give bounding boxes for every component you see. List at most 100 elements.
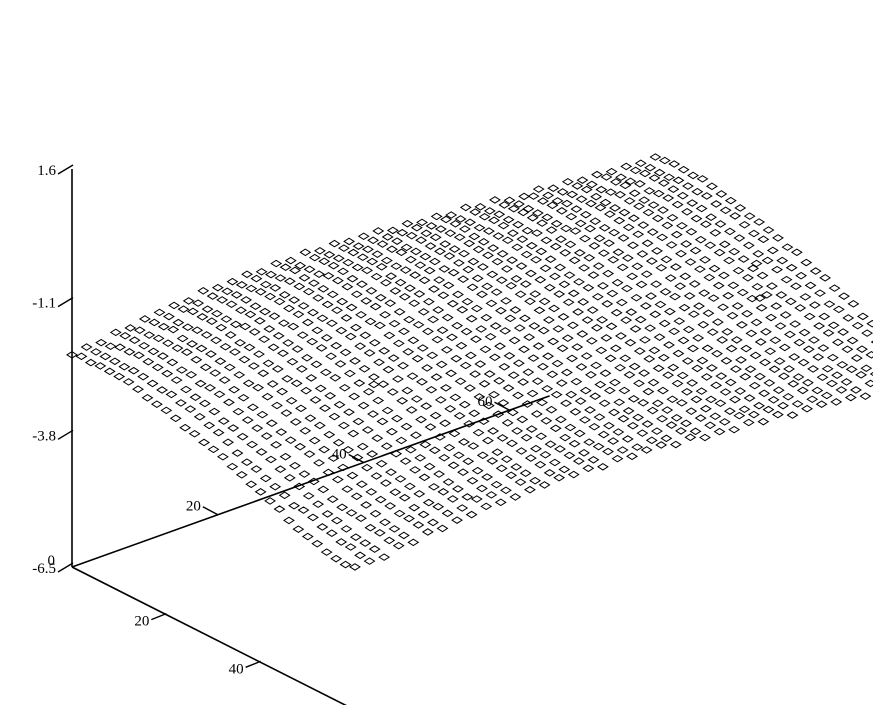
data-point	[536, 398, 548, 407]
data-point	[438, 453, 451, 462]
data-point	[557, 313, 570, 321]
data-point	[187, 307, 199, 316]
data-point	[613, 216, 626, 225]
z-tick-label: 1.6	[37, 163, 56, 179]
data-point	[340, 525, 353, 533]
data-point	[380, 278, 392, 287]
data-point	[418, 276, 431, 285]
data-point	[723, 407, 736, 415]
data-point	[536, 362, 549, 371]
data-point	[156, 386, 168, 394]
data-point	[270, 259, 283, 268]
data-point	[433, 276, 446, 284]
data-point	[349, 533, 362, 541]
data-point	[742, 241, 755, 250]
data-point	[190, 355, 203, 364]
data-point	[404, 284, 416, 292]
data-point	[714, 220, 727, 228]
data-point	[507, 204, 520, 213]
data-point	[398, 293, 411, 301]
data-point	[662, 194, 675, 202]
data-point	[360, 297, 373, 305]
data-point	[842, 314, 855, 322]
data-point	[718, 418, 731, 426]
data-point	[530, 444, 542, 453]
data-point	[437, 488, 450, 496]
data-point	[622, 407, 635, 415]
data-point	[255, 448, 268, 456]
data-point	[490, 288, 503, 296]
data-point	[757, 235, 770, 244]
data-point	[440, 215, 452, 224]
data-point	[554, 445, 566, 453]
data-point	[524, 485, 536, 494]
data-point	[799, 293, 812, 301]
data-point	[226, 277, 239, 286]
data-point	[585, 337, 598, 345]
data-point	[327, 261, 340, 270]
data-point	[753, 372, 766, 381]
data-point	[292, 525, 305, 533]
data-point	[254, 287, 267, 296]
data-point	[416, 344, 429, 352]
data-point	[477, 238, 490, 246]
data-point	[415, 236, 428, 244]
data-point	[603, 386, 616, 395]
data-point	[668, 327, 681, 336]
data-point	[75, 352, 88, 361]
data-point	[568, 439, 581, 448]
data-point	[757, 417, 770, 426]
data-point	[500, 297, 512, 305]
data-point	[580, 185, 593, 194]
data-point	[733, 411, 746, 420]
data-point	[663, 307, 676, 316]
data-point	[530, 410, 543, 418]
data-point	[331, 475, 344, 484]
data-point	[468, 232, 481, 241]
data-point	[575, 363, 588, 371]
data-point	[318, 257, 331, 266]
data-point	[630, 293, 643, 302]
data-point	[160, 406, 173, 415]
data-point	[313, 270, 325, 278]
data-point	[602, 421, 615, 430]
data-point	[379, 518, 391, 527]
data-point	[216, 296, 229, 304]
data-point	[693, 302, 705, 310]
data-point	[624, 177, 637, 186]
data-point	[326, 290, 339, 299]
data-point	[540, 236, 553, 245]
data-point	[841, 345, 854, 354]
data-point	[241, 270, 253, 279]
data-point	[576, 176, 589, 184]
data-point	[224, 331, 237, 339]
data-point	[663, 173, 675, 182]
data-point	[476, 451, 489, 460]
data-point	[356, 253, 369, 262]
data-point	[564, 240, 577, 249]
data-point	[647, 378, 660, 387]
data-point	[588, 242, 601, 250]
data-point	[453, 412, 466, 420]
data-point	[724, 227, 736, 236]
data-point	[468, 409, 481, 418]
data-point	[605, 322, 618, 331]
data-point	[369, 509, 382, 518]
data-point	[680, 419, 693, 428]
data-point	[563, 271, 576, 279]
data-point	[345, 303, 358, 312]
data-point	[699, 404, 712, 413]
data-point	[378, 347, 391, 355]
data-point	[374, 495, 387, 504]
data-point	[433, 470, 445, 478]
data-point	[366, 450, 379, 458]
data-point	[386, 245, 398, 254]
data-point	[460, 327, 473, 336]
data-point	[316, 523, 329, 531]
data-point	[199, 363, 212, 372]
data-point	[446, 333, 458, 342]
data-point	[794, 304, 807, 312]
data-point	[743, 394, 756, 402]
data-point	[577, 298, 590, 306]
data-point	[167, 325, 180, 334]
